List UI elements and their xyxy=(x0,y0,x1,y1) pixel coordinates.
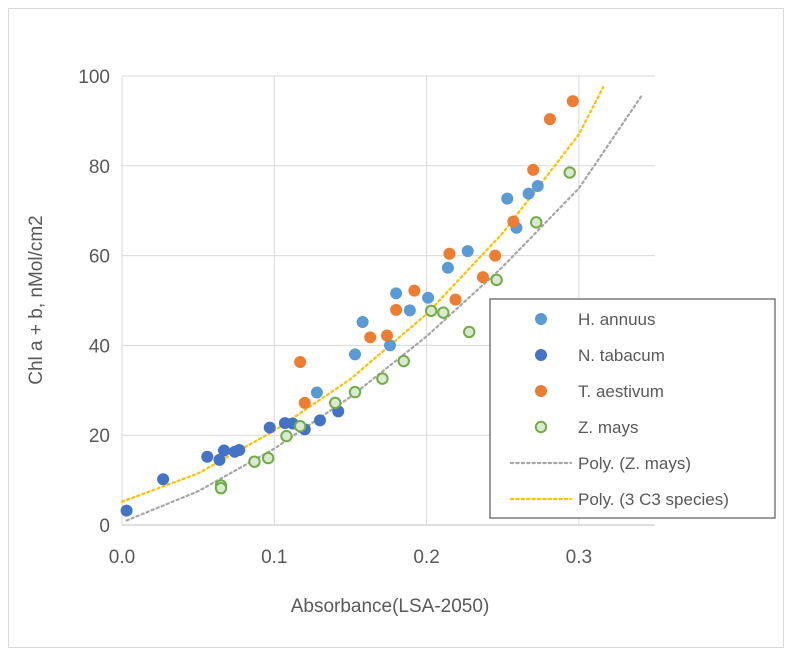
data-point xyxy=(403,304,416,317)
data-point xyxy=(563,166,576,179)
legend-marker xyxy=(535,313,547,325)
data-point xyxy=(298,396,311,409)
data-point xyxy=(531,180,544,193)
y-tick-label: 20 xyxy=(89,426,110,447)
x-tick-label: 0.2 xyxy=(413,547,439,568)
data-point xyxy=(233,444,246,457)
y-tick-label: 80 xyxy=(89,157,110,178)
data-point xyxy=(310,386,323,399)
data-point xyxy=(201,450,214,463)
data-point xyxy=(380,329,393,342)
data-point xyxy=(261,451,275,465)
data-point xyxy=(157,473,170,486)
x-axis-ticks: 0.0 0.1 0.2 0.3 xyxy=(109,547,592,568)
data-point xyxy=(218,444,231,457)
data-point xyxy=(293,420,307,433)
legend-label: Poly. (Z. mays) xyxy=(578,454,691,473)
y-tick-label: 40 xyxy=(89,336,110,357)
data-point xyxy=(490,273,503,287)
data-point xyxy=(348,348,361,361)
data-point xyxy=(120,504,133,517)
data-point xyxy=(390,303,403,316)
data-point xyxy=(543,113,556,126)
data-point xyxy=(356,316,369,329)
x-tick-label: 0.0 xyxy=(109,547,135,568)
data-point xyxy=(390,287,403,300)
legend: H. annuus N. tabacum T. aestivum Z. mays Pol… xyxy=(489,298,776,519)
data-point xyxy=(313,414,326,427)
y-axis-ticks: 0 20 40 60 80 100 xyxy=(78,67,110,537)
y-axis-title: Chl a + b, nMol/cm2 xyxy=(26,215,47,385)
trendline xyxy=(125,92,644,522)
data-point xyxy=(530,216,543,229)
data-point xyxy=(476,271,489,284)
legend-marker xyxy=(535,385,547,397)
legend-marker xyxy=(535,349,547,361)
x-axis-title: Absorbance(LSA-2050) xyxy=(291,596,490,617)
data-point xyxy=(213,453,226,466)
data-point xyxy=(437,306,450,319)
legend-label: H. annuus xyxy=(578,310,656,329)
data-point xyxy=(463,325,476,339)
data-point xyxy=(501,192,514,205)
data-point xyxy=(384,339,397,352)
data-point xyxy=(408,284,421,297)
data-point xyxy=(376,372,389,385)
legend-box xyxy=(489,298,776,519)
data-point xyxy=(527,163,540,176)
data-point xyxy=(364,331,377,344)
data-point xyxy=(422,291,435,304)
data-point xyxy=(397,354,410,368)
data-point xyxy=(329,396,342,410)
data-point xyxy=(489,249,502,262)
data-point xyxy=(449,293,462,306)
legend-label: Z. mays xyxy=(578,418,638,437)
data-points xyxy=(120,95,579,517)
legend-marker xyxy=(534,420,548,434)
data-point xyxy=(294,356,307,369)
data-point xyxy=(348,385,362,399)
data-point xyxy=(280,429,293,443)
legend-label: T. aestivum xyxy=(578,382,664,401)
y-tick-label: 100 xyxy=(78,67,110,88)
data-point xyxy=(441,261,454,274)
y-tick-label: 0 xyxy=(99,516,110,537)
data-point xyxy=(443,247,456,260)
data-point xyxy=(461,245,474,258)
x-tick-label: 0.1 xyxy=(261,547,287,568)
x-tick-label: 0.3 xyxy=(566,547,592,568)
y-tick-label: 60 xyxy=(89,247,110,268)
legend-label: N. tabacum xyxy=(578,346,665,365)
data-point xyxy=(248,455,261,468)
data-point xyxy=(263,421,276,434)
data-point xyxy=(214,481,228,495)
data-point xyxy=(522,187,535,200)
data-point xyxy=(566,95,579,108)
data-point xyxy=(507,215,520,228)
legend-label: Poly. (3 C3 species) xyxy=(578,490,729,509)
data-point xyxy=(424,304,438,318)
